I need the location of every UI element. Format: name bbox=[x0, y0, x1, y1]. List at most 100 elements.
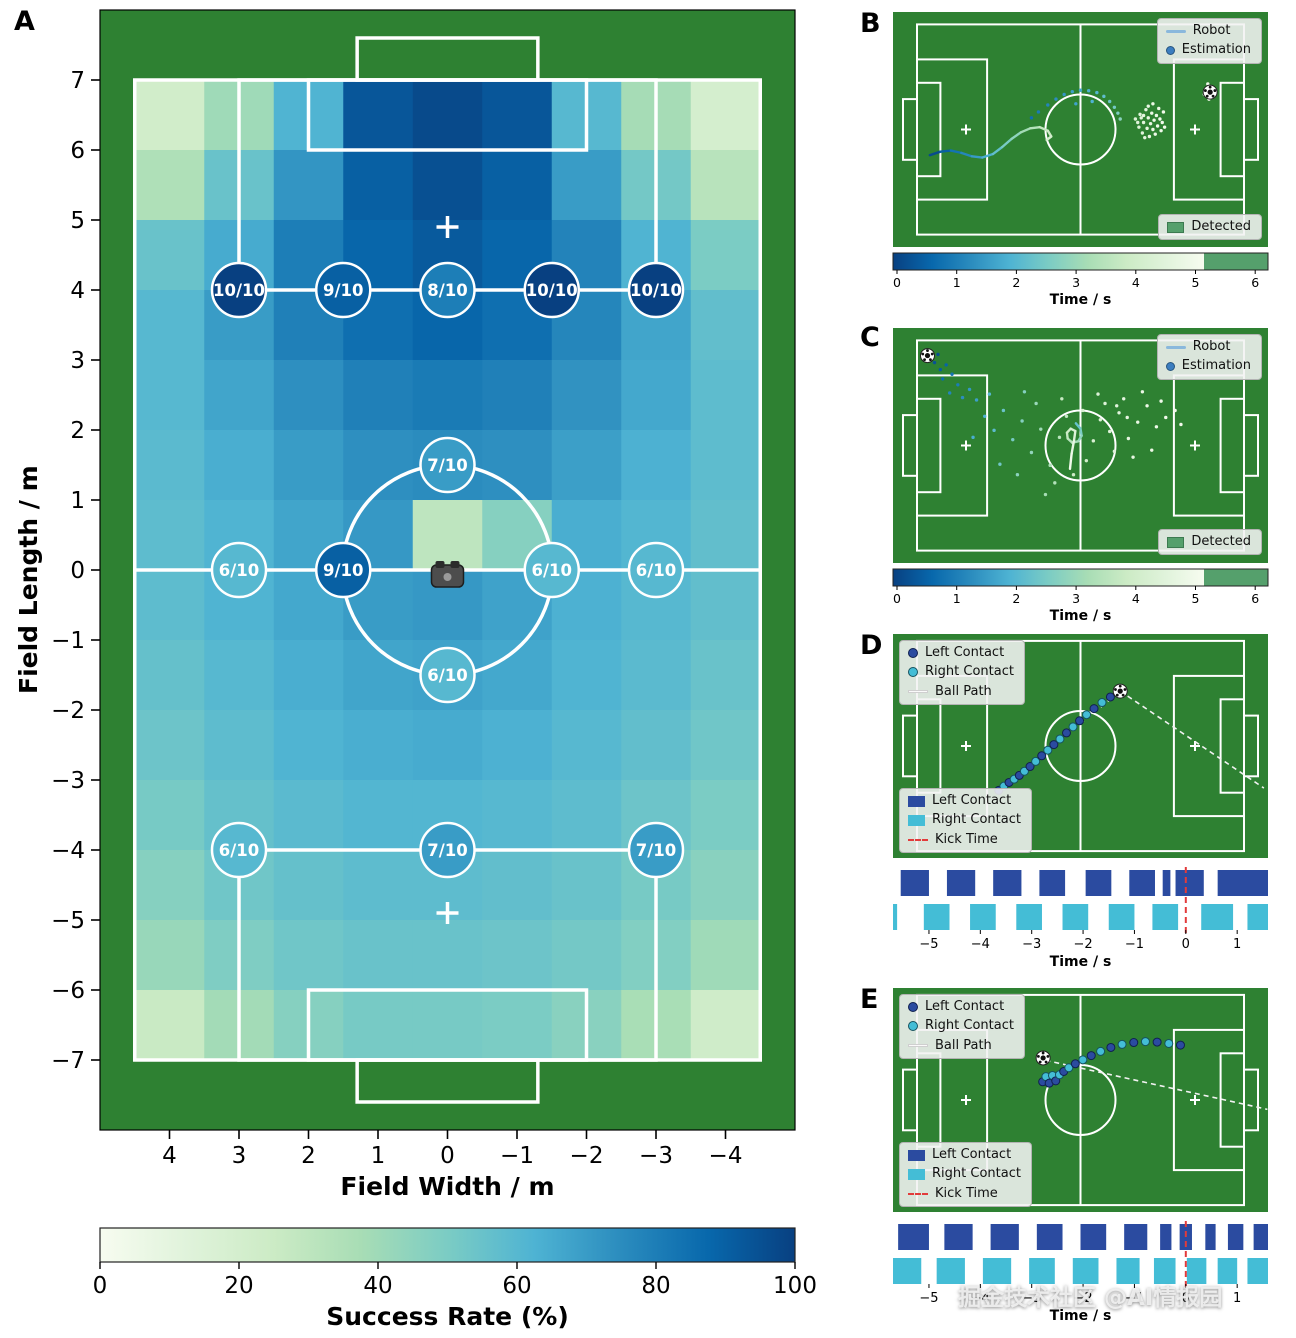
svg-text:60: 60 bbox=[502, 1273, 531, 1299]
left-contact-dot bbox=[1037, 751, 1047, 761]
left-contact-dot bbox=[1089, 704, 1099, 714]
svg-text:7/10: 7/10 bbox=[636, 841, 676, 860]
svg-text:−2: −2 bbox=[1073, 1291, 1092, 1306]
svg-text:−5: −5 bbox=[919, 937, 938, 952]
right-contact-dot bbox=[1164, 1038, 1174, 1048]
svg-text:−1: −1 bbox=[51, 628, 85, 654]
right-contact-dot bbox=[1055, 734, 1065, 744]
svg-text:6/10: 6/10 bbox=[532, 561, 572, 580]
svg-text:7/10: 7/10 bbox=[427, 841, 467, 860]
svg-text:−6: −6 bbox=[51, 978, 85, 1004]
panel-c-colorbar-title: Time / s bbox=[1049, 608, 1112, 624]
right-contact-dot bbox=[1043, 745, 1053, 755]
legend-item: Estimation bbox=[1165, 358, 1251, 373]
legend-item: Right Contact bbox=[908, 1018, 1014, 1033]
legend-item: Left Contact bbox=[908, 793, 1021, 808]
svg-text:4: 4 bbox=[162, 1143, 177, 1169]
left-contact-dot bbox=[1129, 1038, 1139, 1048]
legend-dot-icon bbox=[1165, 45, 1175, 55]
panel-d-contact-legend: Left Contact Right Contact Ball Path bbox=[899, 640, 1025, 705]
svg-text:1: 1 bbox=[371, 1143, 386, 1169]
legend-label: Right Contact bbox=[932, 812, 1021, 828]
svg-text:0: 0 bbox=[93, 1273, 108, 1299]
svg-text:0: 0 bbox=[893, 591, 901, 606]
legend-dotL-icon bbox=[908, 1002, 918, 1013]
svg-text:0: 0 bbox=[440, 1143, 455, 1169]
legend-line-icon bbox=[1165, 29, 1186, 33]
right-contact-dot bbox=[1082, 710, 1092, 720]
svg-text:−2: −2 bbox=[1073, 937, 1092, 952]
svg-text:−2: −2 bbox=[570, 1143, 604, 1169]
legend-item: Left Contact bbox=[908, 1147, 1021, 1162]
right-contact-dot bbox=[1097, 698, 1107, 708]
legend-label: Kick Time bbox=[935, 1185, 998, 1201]
legend-label: Right Contact bbox=[932, 1166, 1021, 1182]
left-contact-dot bbox=[1061, 728, 1071, 738]
legend-item: Left Contact bbox=[908, 645, 1014, 660]
panel-a-x-axis-title: Field Width / m bbox=[340, 1172, 555, 1201]
robot-marker bbox=[430, 561, 465, 588]
svg-text:−7: −7 bbox=[51, 1048, 85, 1074]
svg-text:−3: −3 bbox=[639, 1143, 673, 1169]
legend-patchL-icon bbox=[908, 1149, 925, 1161]
legend-dotR-icon bbox=[908, 667, 918, 678]
success-rate-marker bbox=[627, 261, 685, 319]
svg-text:−3: −3 bbox=[51, 768, 85, 794]
left-contact-dot bbox=[1049, 740, 1059, 750]
svg-text:2: 2 bbox=[1012, 275, 1020, 290]
legend-label: Estimation bbox=[1181, 42, 1251, 58]
legend-item: Detected bbox=[1167, 219, 1251, 234]
svg-text:6/10: 6/10 bbox=[636, 561, 676, 580]
svg-text:−4: −4 bbox=[971, 1291, 990, 1306]
success-rate-marker bbox=[210, 821, 268, 879]
panel-c-detected-legend: Detected bbox=[1158, 529, 1262, 556]
svg-text:6/10: 6/10 bbox=[219, 841, 259, 860]
legend-item: Right Contact bbox=[908, 812, 1021, 828]
svg-text:9/10: 9/10 bbox=[323, 281, 363, 300]
svg-text:3: 3 bbox=[70, 348, 85, 374]
right-contact-dot bbox=[1031, 756, 1041, 766]
success-rate-marker bbox=[419, 436, 476, 494]
left-contact-dot bbox=[1152, 1037, 1162, 1047]
legend-line-icon bbox=[1165, 345, 1186, 349]
legend-item: Robot bbox=[1165, 23, 1251, 38]
legend-label: Left Contact bbox=[925, 999, 1005, 1014]
legend-item: Right Contact bbox=[908, 664, 1014, 679]
svg-text:−1: −1 bbox=[1125, 937, 1144, 952]
svg-text:−3: −3 bbox=[1022, 937, 1041, 952]
legend-label: Ball Path bbox=[935, 1037, 992, 1053]
legend-item: Right Contact bbox=[908, 1166, 1021, 1182]
legend-item: Ball Path bbox=[908, 684, 1014, 699]
left-contact-dot bbox=[1105, 692, 1115, 702]
svg-text:1: 1 bbox=[1233, 1291, 1241, 1306]
svg-text:7/10: 7/10 bbox=[427, 456, 467, 475]
left-contact-dot bbox=[1086, 1051, 1096, 1061]
success-rate-marker bbox=[523, 261, 580, 319]
svg-text:9/10: 9/10 bbox=[323, 561, 363, 580]
right-contact-dot bbox=[1140, 1037, 1150, 1047]
svg-text:−5: −5 bbox=[51, 908, 85, 934]
legend-label: Kick Time bbox=[935, 831, 998, 847]
watermark-text: 掘金技术社区 @AI情报园 bbox=[958, 1285, 1223, 1311]
svg-text:2: 2 bbox=[301, 1143, 316, 1169]
svg-text:6/10: 6/10 bbox=[219, 561, 259, 580]
svg-text:7: 7 bbox=[70, 68, 85, 94]
legend-item: Detected bbox=[1167, 534, 1251, 549]
panel-d-time-axis-title: Time / s bbox=[1049, 954, 1112, 970]
svg-text:10/10: 10/10 bbox=[630, 281, 682, 300]
success-rate-colorbar bbox=[99, 1227, 796, 1263]
legend-dot-icon bbox=[1165, 361, 1175, 371]
svg-text:100: 100 bbox=[773, 1273, 817, 1299]
svg-text:0: 0 bbox=[893, 275, 901, 290]
legend-item: Kick Time bbox=[908, 831, 1021, 847]
legend-patchR-icon bbox=[908, 1168, 925, 1180]
svg-text:6: 6 bbox=[1251, 275, 1259, 290]
legend-label: Left Contact bbox=[932, 1147, 1012, 1162]
svg-text:0: 0 bbox=[70, 558, 85, 584]
legend-item: Robot bbox=[1165, 339, 1251, 354]
panel-label-a: A bbox=[14, 6, 35, 37]
success-rate-marker bbox=[315, 261, 372, 319]
svg-text:0: 0 bbox=[1182, 1291, 1190, 1306]
svg-text:5: 5 bbox=[1192, 591, 1200, 606]
legend-patchR-icon bbox=[908, 814, 925, 826]
